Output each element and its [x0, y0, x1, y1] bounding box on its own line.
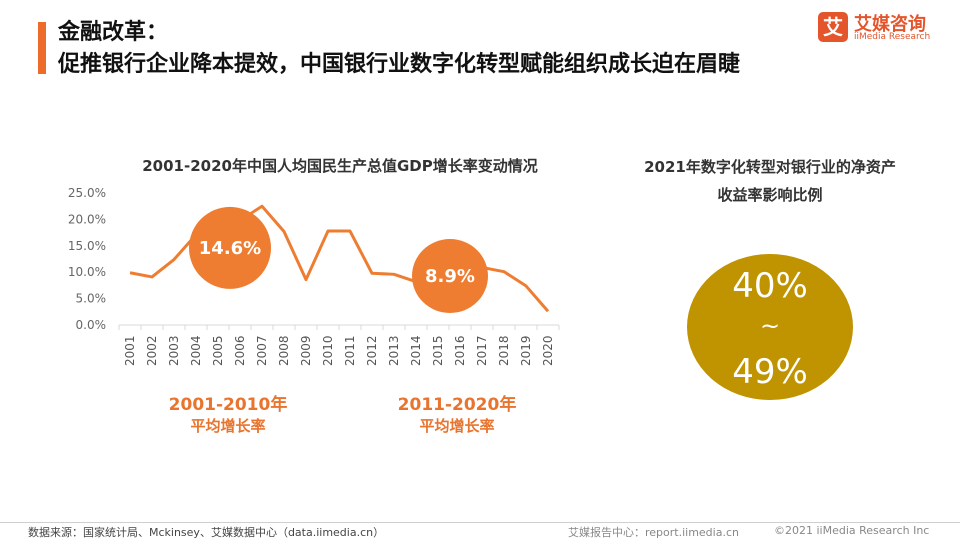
average-2001-2010: 2001-2010年 平均增长率 [158, 390, 298, 436]
title-accent-bar [38, 22, 46, 74]
footer-report-center: 艾媒报告中心：report.iimedia.cn [568, 526, 739, 539]
roe-impact-title-line1: 2021年数字化转型对银行业的净资产 [644, 158, 896, 176]
footer-copyright: ©2021 iiMedia Research Inc [774, 524, 930, 537]
logo-chinese-name: 艾媒咨询 [854, 14, 926, 35]
x-tick-label: 2011 [343, 335, 357, 366]
y-tick-label: 20.0% [68, 212, 106, 226]
y-tick-label: 5.0% [76, 292, 107, 306]
average-2011-2020: 2011-2020年 平均增长率 [387, 390, 527, 436]
x-tick-label: 2015 [431, 335, 445, 366]
x-tick-label: 2002 [145, 335, 159, 366]
x-tick-label: 2014 [409, 335, 423, 366]
x-tick-label: 2019 [519, 335, 533, 366]
roe-impact-low: 40% [732, 266, 808, 306]
x-tick-label: 2001 [123, 335, 137, 366]
roe-impact-range-sep: ~ [759, 312, 781, 340]
x-tick-label: 2016 [453, 335, 467, 366]
logo-mark-icon: 艾 [818, 12, 848, 42]
x-tick-label: 2012 [365, 335, 379, 366]
y-tick-label: 10.0% [68, 265, 106, 279]
roe-impact-title-line2: 收益率影响比例 [717, 186, 823, 204]
x-tick-label: 2013 [387, 335, 401, 366]
y-tick-label: 25.0% [68, 186, 106, 200]
average-growth-bubble [189, 206, 271, 289]
logo-english-name: iiMedia Research [854, 32, 931, 42]
average-growth-bubble-label: 14.6% [199, 238, 261, 259]
x-tick-label: 2009 [299, 335, 313, 366]
x-tick-label: 2005 [211, 335, 225, 366]
footer-source: 数据来源：国家统计局、Mckinsey、艾媒数据中心（data.iimedia.… [28, 526, 385, 539]
x-tick-label: 2006 [233, 335, 247, 366]
roe-impact-high: 49% [732, 352, 808, 392]
page-title: 金融改革： [58, 20, 169, 45]
page-subtitle: 促推银行企业降本提效，中国银行业数字化转型赋能组织成长迫在眉睫 [58, 52, 741, 77]
iimedia-logo: 艾 艾媒咨询 iiMedia Research [818, 12, 930, 46]
footer-divider [0, 522, 960, 523]
average-growth-bubble-label: 8.9% [425, 266, 475, 287]
average-years-label: 2011-2020年 [397, 395, 517, 415]
x-tick-label: 2020 [541, 335, 555, 366]
average-growth-bubble [412, 239, 488, 314]
roe-impact-circle: 40% ~ 49% [687, 254, 853, 400]
x-tick-label: 2003 [167, 335, 181, 366]
x-tick-label: 2010 [321, 335, 335, 366]
average-years-label: 2001-2010年 [168, 395, 288, 415]
x-tick-label: 2008 [277, 335, 291, 366]
average-rate-label: 平均增长率 [190, 417, 266, 435]
x-tick-label: 2004 [189, 335, 203, 366]
roe-impact-title: 2021年数字化转型对银行业的净资产 收益率影响比例 [620, 153, 920, 209]
y-tick-label: 15.0% [68, 239, 106, 253]
y-tick-label: 0.0% [76, 318, 107, 332]
average-rate-label: 平均增长率 [419, 417, 495, 435]
chart-title: 2001-2020年中国人均国民生产总值GDP增长率变动情况 [142, 157, 538, 175]
x-tick-label: 2017 [475, 335, 489, 366]
x-tick-label: 2007 [255, 335, 269, 366]
x-tick-label: 2018 [497, 335, 511, 366]
